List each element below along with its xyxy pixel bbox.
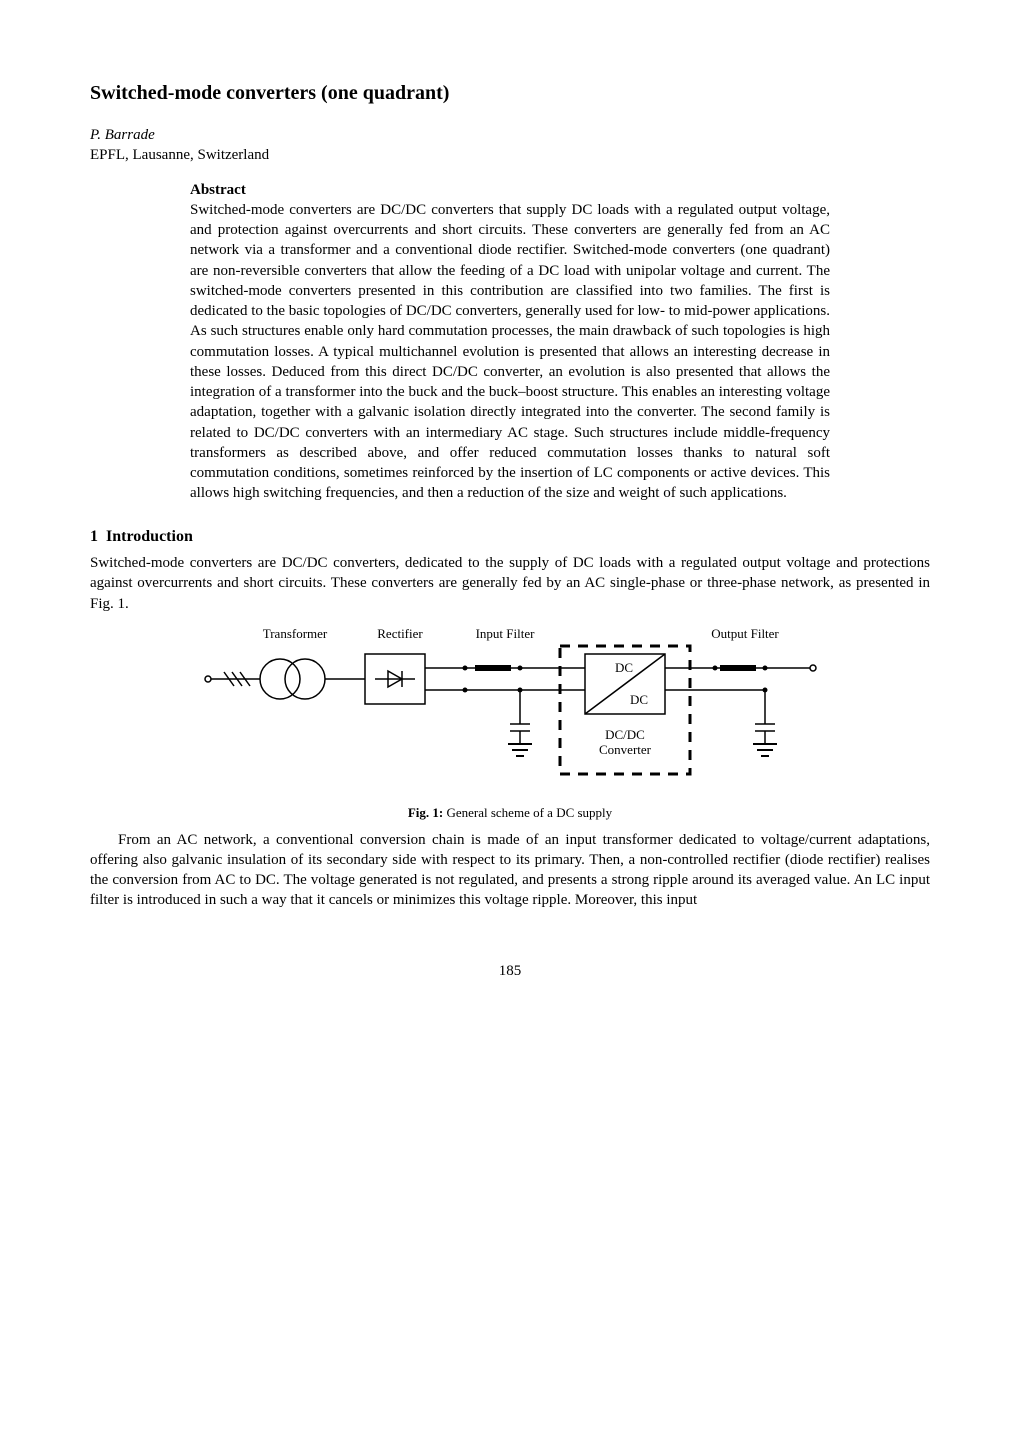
fig1-transformer-primary bbox=[260, 659, 300, 699]
section-1-para-2: From an AC network, a conventional conve… bbox=[90, 830, 930, 911]
section-number: 1 bbox=[90, 528, 98, 545]
fig1-output-inductor bbox=[720, 665, 756, 671]
section-1-heading: 1 Introduction bbox=[90, 526, 930, 548]
fig1-label-rectifier: Rectifier bbox=[377, 626, 423, 641]
abstract-heading: Abstract bbox=[190, 180, 830, 200]
fig1-dc-bot: DC bbox=[630, 692, 648, 707]
fig1-node bbox=[763, 665, 768, 670]
fig1-dc-top: DC bbox=[615, 660, 633, 675]
abstract-text: Switched-mode converters are DC/DC conve… bbox=[190, 200, 830, 504]
figure-1: Transformer Rectifier Input Filter Outpu… bbox=[190, 624, 830, 822]
paper-title: Switched-mode converters (one quadrant) bbox=[90, 80, 930, 107]
author: P. Barrade bbox=[90, 125, 930, 145]
fig1-transformer-secondary bbox=[285, 659, 325, 699]
figure-1-caption-bold: Fig. 1: bbox=[408, 805, 443, 820]
fig1-input-terminal bbox=[205, 676, 211, 682]
section-title: Introduction bbox=[106, 528, 193, 545]
fig1-output-terminal bbox=[810, 665, 816, 671]
abstract-block: Abstract Switched-mode converters are DC… bbox=[190, 180, 830, 504]
fig1-label-output-filter: Output Filter bbox=[711, 626, 779, 641]
fig1-node bbox=[518, 665, 523, 670]
section-1-para-1: Switched-mode converters are DC/DC conve… bbox=[90, 553, 930, 614]
fig1-dcdc-label-1: DC/DC bbox=[605, 727, 645, 742]
fig1-input-inductor bbox=[475, 665, 511, 671]
fig1-label-transformer: Transformer bbox=[263, 626, 328, 641]
fig1-node bbox=[463, 687, 468, 692]
fig1-dcdc-label-2: Converter bbox=[599, 742, 652, 757]
fig1-node bbox=[713, 665, 718, 670]
figure-1-caption: Fig. 1: General scheme of a DC supply bbox=[190, 804, 830, 822]
page-number: 185 bbox=[90, 961, 930, 981]
fig1-label-input-filter: Input Filter bbox=[476, 626, 536, 641]
affiliation: EPFL, Lausanne, Switzerland bbox=[90, 145, 930, 165]
fig1-node bbox=[463, 665, 468, 670]
figure-1-caption-text: General scheme of a DC supply bbox=[443, 805, 612, 820]
